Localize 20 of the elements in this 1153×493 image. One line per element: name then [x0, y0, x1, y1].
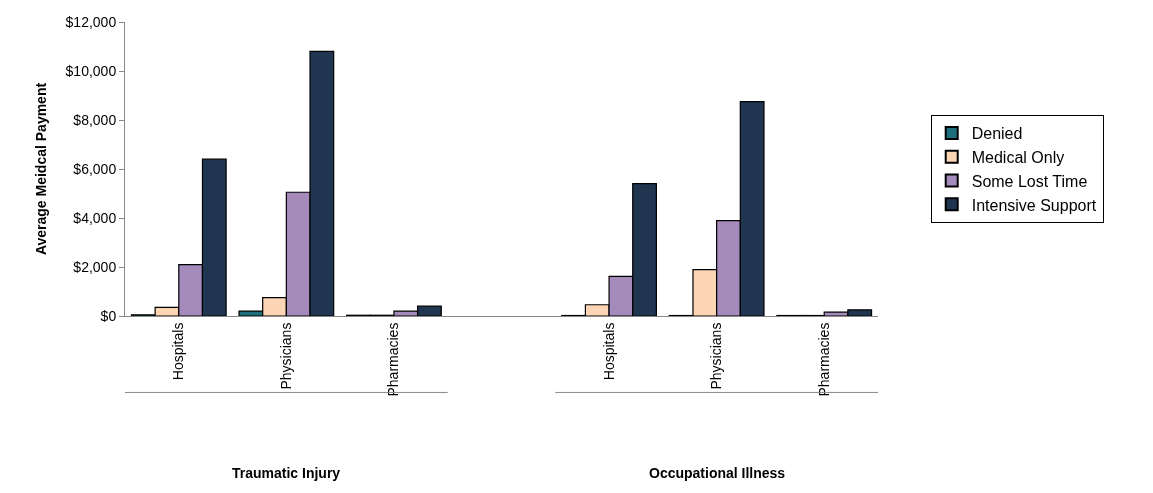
- y-tick-label: $2,000: [73, 258, 117, 275]
- x-tick-label: Pharmacies: [815, 322, 832, 397]
- legend-label: Some Lost Time: [971, 172, 1088, 190]
- x-tick-label: Hospitals: [600, 322, 617, 381]
- text: Traumatic Injury: [232, 465, 341, 481]
- y-axis-title: Average Meidcal Payment: [33, 82, 50, 256]
- y-tick-label: $0: [100, 307, 117, 324]
- x-tick-label: Physicians: [708, 322, 725, 390]
- text: Occupational Illness: [649, 465, 786, 481]
- y-tick-label: $12,000: [65, 13, 117, 30]
- y-tick-label: $8,000: [73, 111, 117, 128]
- x-tick-label: Physicians: [277, 322, 294, 390]
- legend-label: Intensive Support: [971, 196, 1097, 214]
- legend-label: Medical Only: [971, 148, 1065, 166]
- legend-label: Denied: [971, 125, 1023, 143]
- y-tick-label: $6,000: [73, 160, 117, 177]
- x-tick-label: Pharmacies: [385, 322, 402, 397]
- y-tick-label: $4,000: [73, 209, 117, 226]
- x-tick-label: Hospitals: [170, 322, 187, 381]
- y-tick-label: $10,000: [65, 62, 117, 79]
